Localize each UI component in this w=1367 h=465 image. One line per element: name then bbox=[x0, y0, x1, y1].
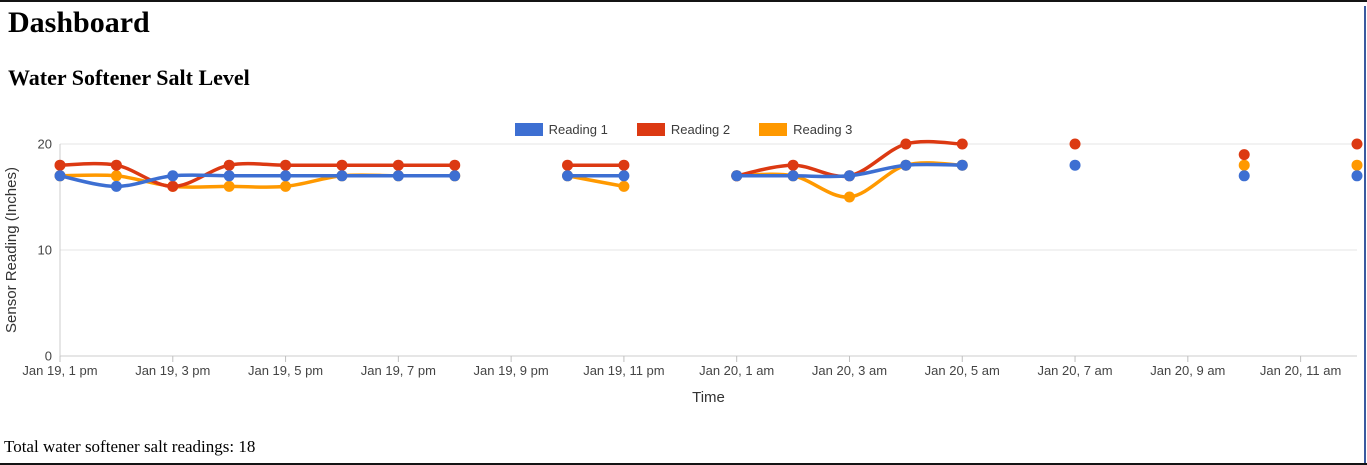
x-tick-label: Jan 20, 7 am bbox=[1037, 363, 1112, 378]
data-point-reading-1[interactable] bbox=[223, 170, 235, 182]
data-point-reading-2[interactable] bbox=[280, 159, 292, 171]
x-axis-title: Time bbox=[692, 389, 725, 406]
data-point-reading-2[interactable] bbox=[392, 159, 404, 171]
data-point-reading-2[interactable] bbox=[336, 159, 348, 171]
data-point-reading-1[interactable] bbox=[54, 170, 66, 182]
data-point-reading-2[interactable] bbox=[449, 159, 461, 171]
salt-level-chart: Reading 1 Reading 2 Reading 3 0 10 20 Jan 19,… bbox=[0, 116, 1367, 416]
legend-swatch-reading-1 bbox=[514, 123, 543, 137]
window-right-edge bbox=[1364, 6, 1366, 463]
legend-item-reading-3: Reading 3 bbox=[759, 122, 852, 137]
x-tick-label: Jan 19, 1 pm bbox=[22, 363, 97, 378]
x-tick-label: Jan 20, 1 am bbox=[699, 363, 774, 378]
y-tick-label: 10 bbox=[38, 243, 52, 258]
data-point-reading-2[interactable] bbox=[1069, 138, 1081, 150]
data-point-reading-2[interactable] bbox=[900, 138, 912, 150]
legend-item-reading-1: Reading 1 bbox=[514, 122, 608, 138]
legend-label-reading-3: Reading 3 bbox=[793, 122, 853, 138]
data-point-reading-2[interactable] bbox=[1238, 149, 1250, 161]
x-tick-label: Jan 20, 3 am bbox=[812, 363, 887, 378]
data-point-reading-1[interactable] bbox=[731, 170, 743, 182]
data-point-reading-2[interactable] bbox=[956, 138, 968, 150]
data-point-reading-2[interactable] bbox=[167, 181, 179, 193]
data-point-reading-1[interactable] bbox=[110, 181, 122, 193]
y-axis-title: Sensor Reading (Inches) bbox=[3, 167, 20, 333]
data-point-reading-3[interactable] bbox=[1238, 159, 1250, 171]
legend-swatch-reading-2 bbox=[636, 123, 665, 137]
y-tick-label: 20 bbox=[38, 137, 52, 152]
total-readings-text: Total water softener salt readings: 18 bbox=[4, 437, 1367, 457]
chart-title: Water Softener Salt Level bbox=[8, 65, 250, 90]
x-tick-label: Jan 20, 11 am bbox=[1260, 363, 1341, 378]
data-point-reading-1[interactable] bbox=[1069, 159, 1081, 171]
data-point-reading-1[interactable] bbox=[167, 170, 179, 182]
data-point-reading-2[interactable] bbox=[562, 159, 574, 171]
x-tick-label: Jan 19, 3 pm bbox=[135, 363, 210, 378]
data-point-reading-2[interactable] bbox=[223, 159, 235, 171]
data-point-reading-2[interactable] bbox=[618, 159, 630, 171]
data-point-reading-1[interactable] bbox=[843, 170, 855, 182]
x-tick-label: Jan 19, 9 pm bbox=[474, 363, 549, 378]
data-point-reading-2[interactable] bbox=[54, 159, 66, 171]
data-point-reading-1[interactable] bbox=[449, 170, 461, 182]
data-point-reading-2[interactable] bbox=[1351, 138, 1363, 150]
data-point-reading-3[interactable] bbox=[223, 181, 235, 193]
total-readings-value: 18 bbox=[238, 437, 256, 457]
y-tick-label: 0 bbox=[45, 349, 52, 364]
total-readings-label: Total water softener salt readings: bbox=[4, 437, 235, 457]
data-point-reading-3[interactable] bbox=[843, 191, 855, 203]
x-tick-label: Jan 20, 9 am bbox=[1150, 363, 1225, 378]
data-point-reading-1[interactable] bbox=[1238, 170, 1250, 182]
data-point-reading-2[interactable] bbox=[110, 159, 122, 171]
data-point-reading-1[interactable] bbox=[956, 159, 968, 171]
chart-canvas[interactable]: 0 10 20 Jan 19, 1 pm Jan 19, 3 pm Jan 19, 5 p… bbox=[0, 116, 1367, 416]
x-tick-label: Jan 19, 11 pm bbox=[583, 363, 664, 378]
data-point-reading-1[interactable] bbox=[618, 170, 630, 182]
data-point-reading-1[interactable] bbox=[1351, 170, 1363, 182]
data-point-reading-3[interactable] bbox=[280, 181, 292, 193]
legend-swatch-reading-3 bbox=[759, 123, 788, 137]
legend-item-reading-2: Reading 2 bbox=[636, 122, 731, 138]
data-point-reading-3[interactable] bbox=[618, 181, 630, 193]
data-point-reading-1[interactable] bbox=[336, 170, 348, 182]
data-point-reading-3[interactable] bbox=[110, 170, 122, 182]
data-point-reading-3[interactable] bbox=[1351, 159, 1363, 171]
chart-legend: Reading 1 Reading 2 Reading 3 bbox=[0, 122, 1367, 137]
page-title: Dashboard bbox=[8, 6, 150, 39]
data-point-reading-2[interactable] bbox=[787, 159, 799, 171]
data-point-reading-1[interactable] bbox=[787, 170, 799, 182]
legend-label-reading-1: Reading 1 bbox=[548, 122, 608, 138]
x-tick-label: Jan 19, 5 pm bbox=[248, 363, 323, 378]
data-point-reading-1[interactable] bbox=[900, 159, 912, 171]
data-point-reading-1[interactable] bbox=[280, 170, 292, 182]
x-tick-label: Jan 19, 7 pm bbox=[361, 363, 436, 378]
x-tick-label: Jan 20, 5 am bbox=[925, 363, 1000, 378]
data-point-reading-1[interactable] bbox=[392, 170, 404, 182]
legend-label-reading-2: Reading 2 bbox=[670, 122, 731, 138]
data-point-reading-1[interactable] bbox=[562, 170, 574, 182]
